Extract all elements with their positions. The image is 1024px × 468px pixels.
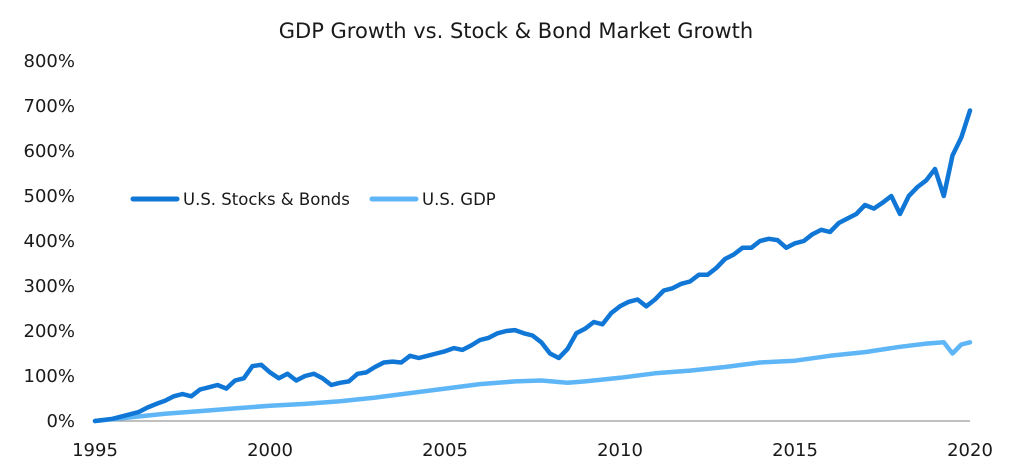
x-tick-label: 2010 (597, 440, 643, 461)
x-tick-label: 2015 (772, 440, 818, 461)
y-tick-label: 800% (24, 51, 75, 72)
y-axis-ticks: 0% 100% 200% 300% 400% 500% 600% 700% 800% (24, 51, 75, 432)
y-tick-label: 400% (24, 231, 75, 252)
series-line-stocks-bonds (92, 108, 973, 424)
chart-title: GDP Growth vs. Stock & Bond Market Growt… (279, 19, 753, 43)
y-tick-label: 600% (24, 141, 75, 162)
y-tick-label: 100% (24, 366, 75, 387)
legend-label: U.S. Stocks & Bonds (183, 190, 350, 209)
x-tick-label: 2020 (947, 440, 993, 461)
x-axis-ticks: 1995 2000 2005 2010 2015 2020 (72, 440, 993, 461)
series-group (92, 108, 973, 424)
x-tick-label: 2000 (247, 440, 293, 461)
x-tick-label: 1995 (72, 440, 118, 461)
y-tick-label: 200% (24, 321, 75, 342)
y-tick-label: 700% (24, 96, 75, 117)
y-tick-label: 0% (46, 411, 75, 432)
y-tick-label: 500% (24, 186, 75, 207)
x-tick-label: 2005 (422, 440, 468, 461)
series-line-gdp (92, 340, 973, 424)
y-tick-label: 300% (24, 276, 75, 297)
legend-label: U.S. GDP (422, 190, 496, 209)
legend: U.S. Stocks & Bonds U.S. GDP (130, 190, 496, 209)
